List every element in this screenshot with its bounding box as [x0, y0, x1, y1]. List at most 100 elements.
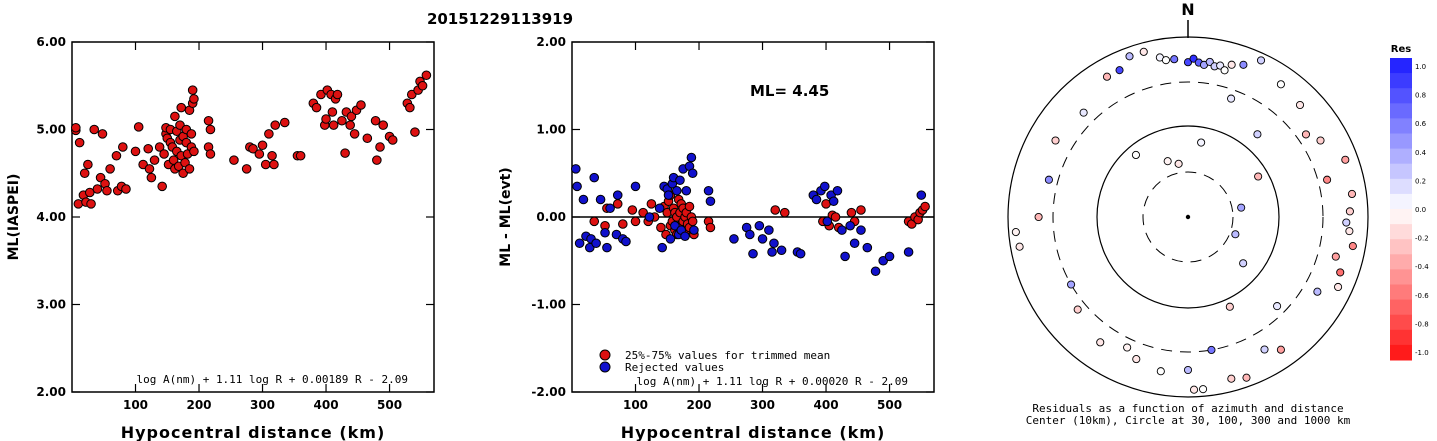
- y-tick-label: 6.00: [36, 35, 66, 49]
- station-point: [1345, 227, 1354, 236]
- data-point: [79, 168, 90, 179]
- data-point: [203, 115, 214, 126]
- data-point: [130, 146, 141, 157]
- data-points: [71, 70, 432, 209]
- data-point: [248, 143, 258, 154]
- data-point: [270, 120, 281, 130]
- data-point: [349, 129, 360, 139]
- data-point: [656, 222, 666, 233]
- data-point: [143, 143, 154, 154]
- data-point: [589, 216, 600, 227]
- ring-30km: [1142, 171, 1234, 263]
- data-point: [154, 142, 165, 152]
- station-points: [1011, 47, 1357, 394]
- data-point: [121, 184, 131, 194]
- station-point: [1313, 287, 1322, 296]
- data-point: [845, 220, 855, 231]
- station-point: [1276, 80, 1285, 89]
- data-point: [370, 115, 381, 126]
- data-point: [157, 181, 167, 192]
- colorbar-tick-label: -0.4: [1415, 263, 1429, 271]
- data-point: [630, 181, 641, 192]
- y-tick-label: 5.00: [36, 123, 66, 137]
- data-point: [574, 238, 585, 249]
- data-point: [345, 120, 355, 130]
- data-point: [849, 238, 860, 249]
- colorbar-swatch: [1390, 269, 1412, 285]
- x-tick-label: 200: [686, 398, 711, 412]
- data-point: [92, 184, 103, 194]
- colorbar: 1.0 0.8 0.6 0.4 0.2 0.0 -0.2 -0.4 -0.6 -0.8 -1.0: [1390, 58, 1429, 361]
- data-point: [118, 142, 128, 152]
- station-point: [1273, 302, 1282, 311]
- data-point: [337, 115, 347, 126]
- data-point: [822, 216, 833, 227]
- station-point: [1231, 230, 1240, 239]
- station-point: [1342, 218, 1351, 227]
- data-point: [748, 248, 758, 259]
- data-point: [254, 149, 265, 159]
- data-point: [657, 242, 667, 253]
- data-point: [769, 238, 779, 249]
- colorbar-swatch: [1390, 103, 1412, 119]
- station-point: [1336, 268, 1345, 277]
- data-point: [602, 242, 612, 253]
- data-point: [612, 190, 623, 200]
- station-point: [1183, 365, 1193, 375]
- x-axis-label: Hypocentral distance (km): [621, 423, 886, 441]
- data-point: [684, 201, 695, 212]
- y-tick-labels: -2.00 -1.00 0.00 1.00 2.00: [531, 35, 934, 399]
- data-point: [654, 203, 665, 214]
- data-point: [828, 196, 839, 207]
- data-point: [260, 159, 271, 170]
- data-point: [572, 181, 582, 192]
- data-point: [149, 155, 160, 165]
- y-tick-label: -2.00: [531, 385, 566, 399]
- colorbar-tick-label: -0.6: [1415, 292, 1429, 300]
- ml-annotation: ML= 4.45: [750, 82, 829, 100]
- data-point: [417, 80, 428, 91]
- ring-100km: [1096, 125, 1280, 309]
- station-point: [1125, 52, 1134, 61]
- colorbar-tick-label: 1.0: [1415, 63, 1426, 71]
- x-tick-label: 300: [750, 398, 775, 412]
- plot-frame: [71, 41, 435, 393]
- data-point: [920, 201, 930, 212]
- station-point: [1316, 136, 1325, 145]
- data-point: [89, 124, 100, 135]
- x-tick-label: 400: [814, 398, 839, 412]
- station-point: [1034, 212, 1043, 222]
- data-point: [846, 207, 857, 218]
- data-point: [83, 159, 93, 170]
- data-point: [671, 185, 682, 196]
- data-point: [362, 133, 373, 144]
- colorbar-title: Res: [1391, 44, 1411, 55]
- data-point: [387, 135, 398, 145]
- data-point: [332, 89, 343, 100]
- station-point: [1199, 385, 1208, 394]
- data-point: [767, 247, 777, 257]
- x-tick-label: 100: [123, 398, 148, 412]
- data-point: [870, 266, 881, 277]
- data-point: [74, 137, 85, 148]
- station-point: [1174, 159, 1183, 168]
- station-point: [1323, 175, 1332, 184]
- legend-label-rejected: Rejected values: [625, 361, 724, 374]
- data-point: [754, 220, 765, 231]
- data-point: [295, 150, 306, 161]
- data-point: [241, 164, 252, 174]
- data-point: [600, 227, 610, 238]
- data-point: [681, 185, 692, 196]
- data-point: [644, 212, 655, 222]
- station-point: [1115, 66, 1124, 75]
- epicenter-dot: [1185, 214, 1191, 220]
- data-point: [589, 172, 600, 183]
- station-point: [1131, 150, 1140, 160]
- caption-line-2: Center (10km), Circle at 30, 100, 300 an…: [1026, 414, 1351, 427]
- colorbar-tick-label: 0.2: [1415, 177, 1426, 185]
- station-point: [1163, 157, 1172, 166]
- y-axis-label: ML(IASPEI): [6, 174, 22, 261]
- station-point: [1256, 56, 1266, 65]
- data-point: [729, 234, 739, 244]
